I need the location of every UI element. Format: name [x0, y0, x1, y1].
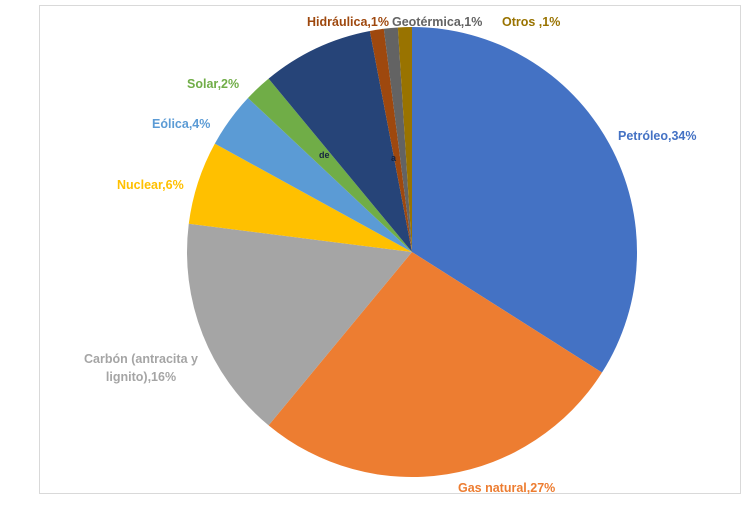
pie-slice-solar — [247, 78, 412, 252]
slice-label-gas-natural: Gas natural,27% — [458, 481, 556, 495]
slice-label-eolica: Eólica,4% — [152, 117, 211, 131]
pie-slice-sin-etiqueta-visible — [268, 30, 412, 253]
pie-slice-petroleo — [412, 27, 637, 373]
chart-plot-area: Hidráulica,1% Geotérmica,1% Otros ,1% Pe… — [39, 5, 741, 495]
slice-label-fragment: de — [319, 150, 330, 160]
slice-label-otros: Otros ,1% — [502, 15, 561, 29]
slice-label-nuclear: Nuclear,6% — [117, 178, 184, 192]
slice-label-carbon: Carbón (antracita y lignito),16% — [84, 352, 198, 384]
pie-slice-eolica — [214, 97, 412, 252]
slice-label-solar: Solar,2% — [187, 77, 240, 91]
pie-slice-carbon — [187, 223, 412, 426]
pie-slice-nuclear — [188, 143, 412, 252]
pie-chart — [187, 27, 637, 477]
slice-label-hidraulica: Hidráulica,1% — [307, 15, 389, 29]
slice-label-geotermica: Geotérmica,1% — [392, 15, 483, 29]
pie-slice-gas-natural — [268, 252, 602, 477]
slice-label-petroleo: Petróleo,34% — [618, 129, 697, 143]
slice-label-fragment: a — [391, 153, 397, 163]
pie-slice-geotermica — [383, 27, 412, 253]
pie-slice-hidraulica — [369, 28, 412, 252]
pie-slice-otros — [397, 27, 412, 252]
